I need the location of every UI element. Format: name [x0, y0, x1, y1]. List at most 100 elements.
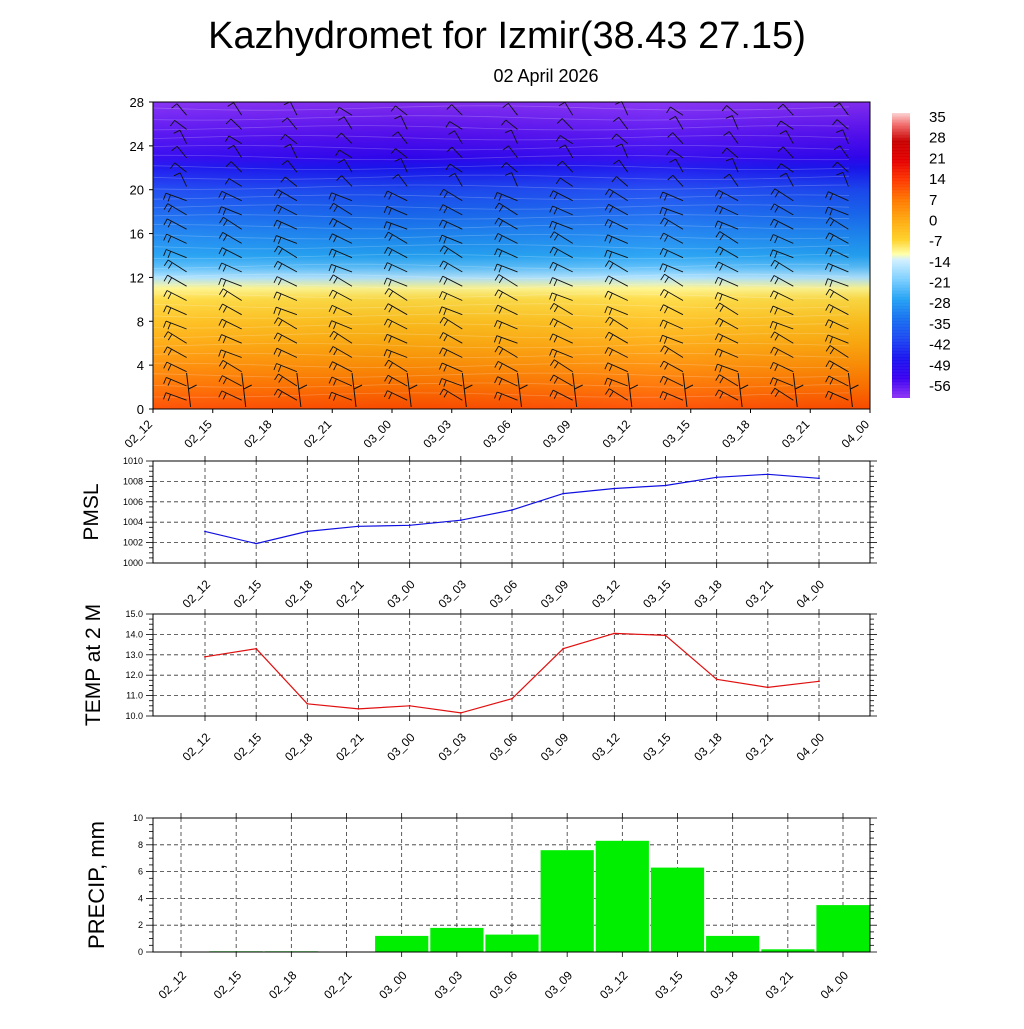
wind-barb: [611, 133, 629, 145]
wind-barb: [280, 176, 298, 187]
y-axis-title: PMSL: [80, 483, 103, 540]
wind-barb: [439, 260, 463, 273]
y-tick-label: 1000: [123, 558, 143, 568]
x-tick-label: 03_12: [589, 577, 623, 611]
wind-barb: [604, 347, 629, 358]
wind-barb: [737, 372, 749, 408]
wind-barb: [338, 158, 353, 173]
wind-barb: [715, 190, 739, 202]
wind-barb: [439, 388, 463, 401]
wind-barb: [329, 346, 353, 358]
isotherm-contour: [152, 342, 850, 349]
isotherm-contour: [152, 204, 850, 210]
pmsl-point: [255, 542, 258, 545]
temp-point: [766, 686, 769, 689]
wind-barb: [384, 318, 408, 330]
wind-barb: [604, 234, 628, 244]
wind-barb: [406, 372, 418, 408]
wind-barb: [383, 205, 408, 216]
wind-barb: [494, 376, 518, 387]
wind-barb: [549, 374, 573, 387]
pmsl-point: [511, 509, 513, 511]
wind-barb: [825, 360, 849, 373]
wind-barb: [659, 391, 684, 401]
wind-barb: [615, 143, 629, 159]
temp-point: [511, 697, 513, 700]
y-tick-label: 13.0: [125, 650, 143, 660]
wind-barb: [439, 275, 463, 287]
wind-barb: [273, 260, 298, 273]
temp-point: [204, 655, 206, 658]
isotherm-contour: [152, 243, 850, 250]
wind-barb: [273, 306, 298, 316]
isotherm-contour: [152, 293, 850, 299]
y-tick-label: 24: [130, 139, 144, 154]
wind-barb: [241, 372, 252, 408]
wind-barb: [383, 277, 408, 287]
wind-barb: [494, 361, 518, 373]
wind-barb: [328, 361, 353, 373]
y-axis-title: TEMP at 2 M: [82, 604, 105, 726]
wind-barb: [494, 391, 518, 401]
wind-barb: [666, 106, 684, 116]
wind-barb: [667, 174, 684, 187]
wind-barb: [163, 192, 187, 202]
wind-barb: [605, 388, 629, 401]
wind-barb: [384, 359, 408, 373]
wind-barb: [714, 261, 739, 273]
wind-barb: [836, 129, 849, 144]
wind-barb: [273, 347, 298, 358]
x-tick-label: 02_12: [180, 730, 214, 764]
wind-barb: [659, 334, 684, 344]
isotherm-contour: [152, 224, 850, 230]
colorbar-label: -21: [929, 275, 951, 292]
x-tick-label: 03_21: [779, 417, 813, 451]
wind-barb: [163, 290, 187, 301]
wind-barb: [504, 129, 518, 144]
wind-barb: [604, 275, 629, 287]
x-tick-label: 03_15: [640, 577, 674, 611]
wind-barb: [604, 362, 628, 373]
temp-point: [562, 647, 565, 650]
wind-barb: [494, 274, 518, 287]
wind-barb: [611, 176, 629, 187]
x-tick-label: 02_18: [282, 577, 316, 611]
wind-barb: [218, 247, 242, 259]
wind-barb: [438, 234, 463, 244]
wind-barb: [667, 132, 684, 145]
wind-barb: [218, 360, 242, 373]
precip-bar: [375, 935, 429, 952]
wind-barb: [715, 246, 739, 259]
wind-barb: [170, 162, 187, 173]
wind-barb: [336, 132, 353, 145]
wind-barb: [517, 372, 528, 408]
wind-barb: [714, 363, 739, 373]
wind-barb: [824, 262, 849, 273]
wind-barb: [825, 375, 849, 387]
wind-barb: [832, 119, 849, 130]
precip-bar: [650, 867, 705, 952]
wind-barb: [549, 348, 573, 358]
x-tick-label: 03_18: [691, 730, 725, 764]
pmsl-panel: 1000 1002 1004 1006 1008 1010 02_12 02_15 02_18 0…: [80, 456, 877, 611]
wind-barb: [825, 247, 849, 259]
wind-barb: [461, 372, 473, 408]
precip-bar: [595, 840, 649, 952]
isotherm-contour: [152, 263, 850, 269]
wind-barb: [163, 392, 187, 402]
panel-frame: [152, 817, 871, 953]
y-tick-label: 2: [138, 920, 143, 930]
wind-barb: [572, 372, 583, 408]
wind-barb: [777, 146, 794, 159]
wind-barb: [383, 349, 408, 359]
wind-barb: [825, 217, 849, 230]
x-tick-label: 04_00: [794, 730, 828, 764]
y-tick-label: 28: [130, 95, 144, 110]
wind-barb: [669, 116, 684, 130]
colorbar-label: 0: [929, 212, 937, 229]
colorbar-label: 28: [929, 130, 946, 147]
wind-barb: [659, 319, 684, 330]
wind-barb: [501, 162, 518, 173]
precip-bar: [485, 934, 539, 952]
isotherm-contour: [152, 125, 850, 131]
